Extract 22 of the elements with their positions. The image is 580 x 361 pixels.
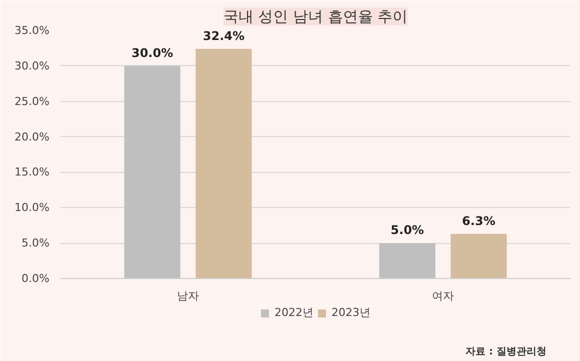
chart-title: 국내 성인 남녀 흡연율 추이 — [223, 8, 408, 26]
legend-label: 2022년 — [274, 305, 314, 320]
y-tick-label: 15.0% — [14, 166, 50, 179]
y-tick-label: 5.0% — [22, 236, 50, 250]
data-label: 5.0% — [390, 223, 424, 238]
x-tick-label: 남자 — [177, 290, 199, 302]
y-tick-label: 35.0% — [14, 24, 50, 37]
data-label: 30.0% — [131, 46, 174, 60]
bar — [124, 66, 180, 278]
data-label: 6.3% — [462, 214, 496, 228]
x-tick-label: 여자 — [432, 290, 454, 302]
y-tick-label: 30.0% — [14, 59, 50, 72]
bar — [450, 234, 507, 278]
data-label: 32.4% — [202, 28, 245, 43]
bar — [379, 243, 436, 278]
bar — [196, 48, 252, 278]
y-tick-label: 25.0% — [14, 94, 50, 108]
y-tick-label: 10.0% — [14, 201, 50, 214]
text: 자료 : 질병관리청 — [466, 346, 546, 358]
legend-label: 2023년 — [332, 305, 370, 320]
y-tick-label: 0.0% — [22, 272, 50, 285]
y-tick-label: 20.0% — [14, 130, 50, 144]
